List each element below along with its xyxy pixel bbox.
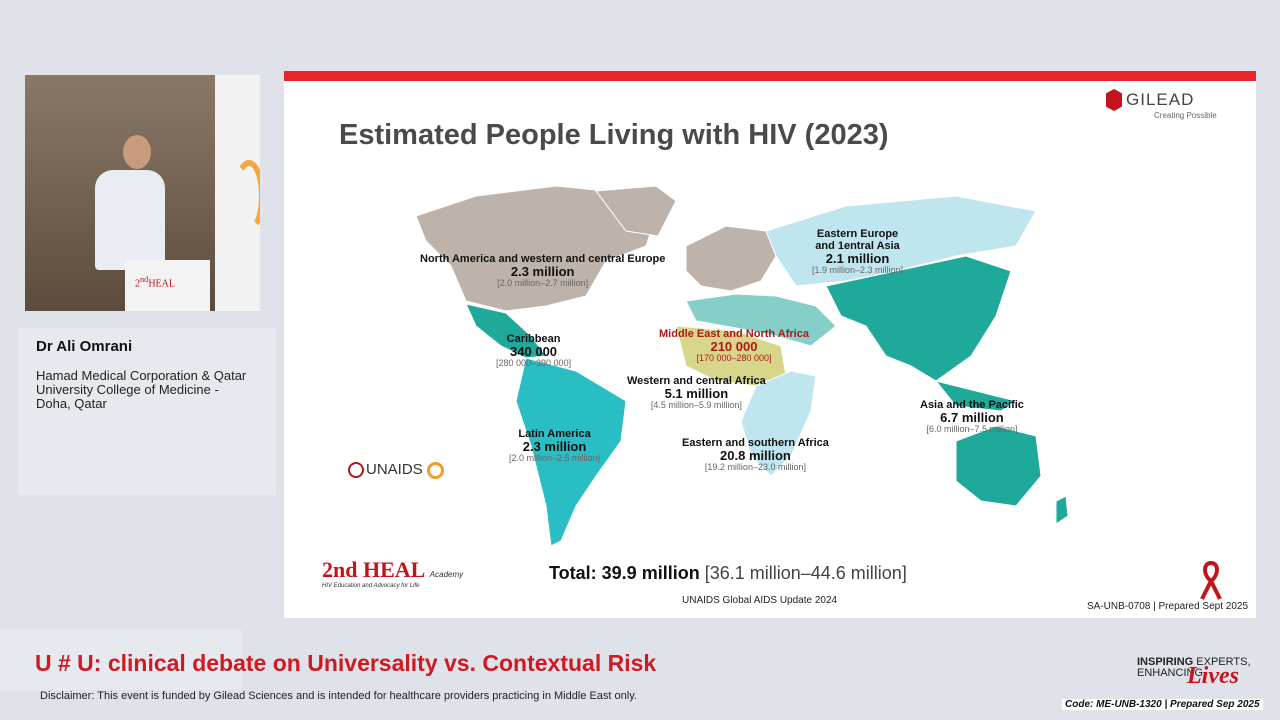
speaker-affiliation: Hamad Medical Corporation & Qatar Univer…: [36, 368, 247, 411]
region-label: Western and central Africa 5.1 million […: [627, 375, 766, 410]
map-east-southern-africa: [740, 370, 817, 477]
region-label: North America and western and central Eu…: [420, 253, 666, 288]
map-southeast-asia: [934, 380, 1018, 412]
map-eastern-europe-central-asia: [765, 195, 1037, 287]
map-europe: [685, 225, 777, 292]
slide-code: SA-UNB-0708 | Prepared Sept 2025: [1087, 601, 1249, 612]
podium-heal-logo: 2ndHEAL: [135, 275, 175, 290]
slide-title: Estimated People Living with HIV (2023): [339, 119, 889, 151]
presentation-slide: Estimated People Living with HIV (2023) …: [284, 71, 1256, 618]
event-code: Code: ME-UNB-1320 | Prepared Sep 2025: [1062, 699, 1263, 710]
inspiring-logo: INSPIRING EXPERTS, ENHANCING Lives: [1137, 656, 1251, 689]
red-ribbon-icon: [1200, 561, 1222, 600]
region-label: Middle East and North Africa 210 000 [17…: [659, 328, 809, 363]
slide-source: UNAIDS Global AIDS Update 2024: [682, 595, 838, 606]
total-estimate: Total: 39.9 million [36.1 million–44.6 m…: [549, 563, 907, 583]
slide-top-bar: [284, 71, 1256, 81]
podium: [125, 260, 210, 311]
unaids-logo: UNAIDS: [348, 461, 444, 479]
region-label: Asia and the Pacific 6.7 million [6.0 mi…: [920, 399, 1024, 434]
map-greenland: [595, 186, 677, 237]
map-mena: [685, 293, 837, 347]
speaker-card: Dr Ali Omrani Hamad Medical Corporation …: [18, 328, 276, 495]
speaker-name: Dr Ali Omrani: [36, 338, 133, 355]
heal-logo-icon: 2nd HEAL: [322, 557, 426, 582]
map-north-america: [415, 186, 657, 312]
gilead-logo-icon: [1106, 89, 1122, 111]
region-label: Eastern Europe and 1entral Asia 2.1 mill…: [812, 228, 904, 275]
gilead-tagline: Creating Possible: [1154, 111, 1217, 120]
map-central-america: [465, 303, 547, 359]
map-new-zealand: [1055, 495, 1069, 525]
speaker-video: 2ndHEAL: [25, 75, 260, 311]
region-label: Caribbean 340 000 [280 000–390 000]: [496, 333, 572, 368]
region-label: Latin America 2.3 million [2.0 million–2…: [509, 428, 601, 463]
unaids-logo-icon: [348, 462, 364, 479]
gilead-logo: GILEAD Creating Possible: [1106, 89, 1217, 120]
heal-logo: 2nd HEAL Academy HIV Education and Advoc…: [322, 557, 464, 589]
map-australia: [955, 425, 1042, 507]
disclaimer: Disclaimer: This event is funded by Gile…: [40, 690, 637, 702]
region-label: Eastern and southern Africa 20.8 million…: [682, 437, 829, 472]
session-title: U # U: clinical debate on Universality v…: [35, 650, 657, 676]
map-asia-pacific: [825, 255, 1012, 382]
speaker-figure: [95, 170, 165, 270]
gilead-brand: GILEAD: [1126, 90, 1195, 109]
world-map: [415, 186, 1069, 547]
banner-background: [0, 630, 242, 690]
map-latin-america: [515, 357, 627, 547]
